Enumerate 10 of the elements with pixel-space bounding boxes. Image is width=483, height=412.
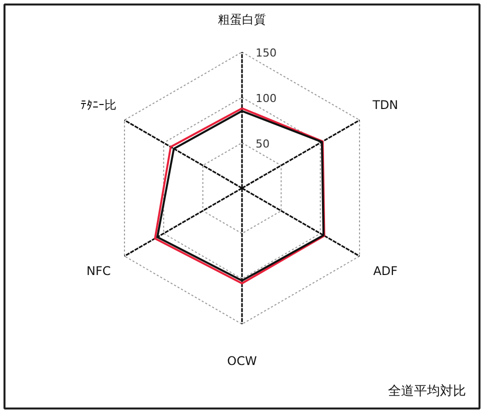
y-tick-label: 100 (256, 92, 277, 105)
y-tick-label: 50 (256, 137, 270, 150)
spoke-label: ADF (373, 264, 398, 278)
spoke-label: 粗蛋白質 (218, 12, 266, 26)
text: 全道平均対比 (388, 382, 466, 399)
y-tick-label: 150 (256, 46, 277, 60)
spoke-label: NFC (86, 264, 111, 278)
spoke-label: ﾃﾀﾆｰ比 (80, 98, 117, 112)
spoke-label: OCW (227, 354, 257, 368)
spoke-label: TDN (372, 98, 398, 112)
